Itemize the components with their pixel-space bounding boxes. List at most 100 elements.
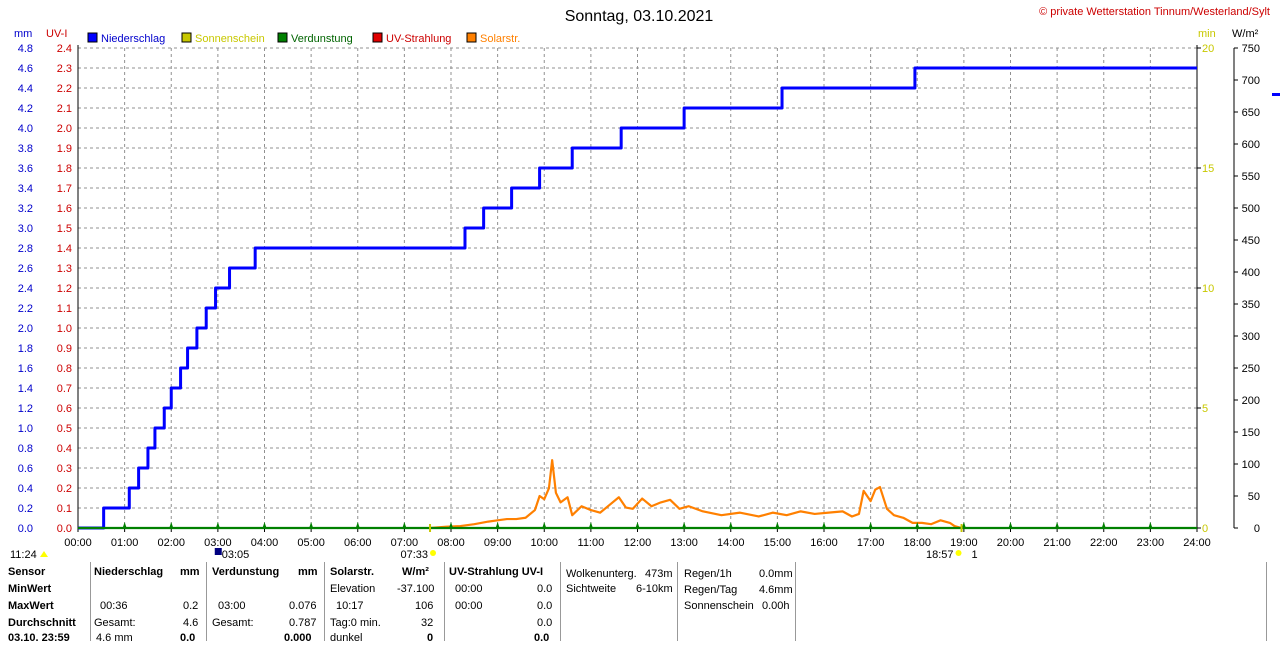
tick-label-min: 20 (1202, 43, 1214, 55)
tick-label-mm: 3.4 (18, 183, 33, 195)
tick-label-min: 5 (1202, 403, 1208, 415)
tick-label-wm2: 500 (1242, 203, 1260, 215)
tick-label-min: 15 (1202, 163, 1214, 175)
legend-swatch (277, 32, 288, 43)
tick-label-x: 13:00 (670, 537, 698, 549)
solar-elevation-label: Elevation (330, 583, 376, 595)
tick-label-mm: 0.2 (18, 503, 33, 515)
tick-label-x: 15:00 (764, 537, 792, 549)
legend-label: Solarstr. (480, 33, 520, 45)
verdunstung-marker (1148, 522, 1153, 528)
right-edge-indicator (1272, 93, 1280, 96)
tick-label-x: 10:00 (530, 537, 558, 549)
tick-label-uv: 2.1 (57, 103, 72, 115)
sicht-val: 6-10km (636, 583, 673, 595)
verdunstung-last-val: 0.000 (284, 632, 312, 644)
row-label-last: 03.10. 23:59 (8, 632, 70, 644)
tick-label-wm2: 100 (1242, 459, 1260, 471)
tick-label-x: 21:00 (1043, 537, 1071, 549)
uv-last-val: 0.0 (534, 632, 550, 644)
tick-label-uv: 2.4 (57, 43, 72, 55)
tick-label-wm2: 750 (1242, 43, 1260, 55)
axis-unit-mm: mm (14, 28, 32, 40)
tick-label-x: 17:00 (857, 537, 885, 549)
tick-label-min: 10 (1202, 283, 1214, 295)
tick-label-mm: 1.2 (18, 403, 33, 415)
tick-label-mm: 0.6 (18, 463, 33, 475)
tick-label-wm2: 50 (1248, 491, 1260, 503)
regen-1h-label: Regen/1h (684, 568, 732, 580)
daylength-icon (40, 551, 48, 557)
tick-label-x: 07:00 (391, 537, 419, 549)
tick-label-x: 16:00 (810, 537, 838, 549)
axis-unit-min: min (1198, 28, 1216, 40)
uv-min-val: 0.0 (537, 583, 553, 595)
sicht-label: Sichtweite (566, 583, 617, 595)
verdunstung-marker (402, 522, 407, 528)
separator (90, 562, 91, 641)
moon-extra-label: 1 (972, 549, 978, 561)
regen-tag-val: 4.6mm (759, 584, 793, 596)
tick-label-uv: 0.4 (57, 443, 72, 455)
verdunstung-marker (355, 522, 360, 528)
tick-label-min: 0 (1202, 523, 1208, 535)
legend-swatch (87, 32, 98, 43)
daylength-label: 11:24 (10, 549, 37, 561)
verdunstung-marker (775, 522, 780, 528)
verdunstung-max-time: 03:00 (218, 600, 246, 612)
legend-swatch (466, 32, 477, 43)
niederschlag-max-val: 0.2 (183, 600, 199, 612)
verdunstung-marker (728, 522, 733, 528)
axis-unit-wm2: W/m² (1232, 28, 1259, 40)
solar-dunkel-label: dunkel (330, 632, 363, 644)
tick-label-x: 09:00 (484, 537, 512, 549)
tick-label-uv: 0.9 (57, 343, 72, 355)
tick-label-x: 20:00 (997, 537, 1025, 549)
tick-label-mm: 0.0 (18, 523, 33, 535)
sunrise-label: 07:33 (400, 549, 428, 561)
solar-max-time: 10:17 (336, 600, 364, 612)
stats-panel: Sensor MinWert MaxWert Durchschnitt 03.1… (0, 562, 1280, 644)
series-niederschlag-line (78, 66, 1197, 530)
solar-unit: W/m² (402, 566, 429, 578)
verdunstung-marker (262, 522, 267, 528)
separator (444, 562, 445, 641)
tick-label-wm2: 550 (1242, 171, 1260, 183)
verdunstung-max-val: 0.076 (289, 600, 317, 612)
tick-label-wm2: 600 (1242, 139, 1260, 151)
tick-label-x: 06:00 (344, 537, 372, 549)
tick-label-uv: 0.7 (57, 383, 72, 395)
tick-label-x: 12:00 (624, 537, 652, 549)
sonnenschein-val: 0.00h (762, 600, 790, 612)
tick-label-wm2: 450 (1242, 235, 1260, 247)
verdunstung-marker (635, 522, 640, 528)
tick-label-mm: 2.8 (18, 243, 33, 255)
solar-max-val: 106 (415, 600, 434, 612)
tick-label-wm2: 300 (1242, 331, 1260, 343)
tick-label-uv: 0.1 (57, 503, 72, 515)
verdunstung-marker (542, 522, 547, 528)
verdunstung-marker (122, 522, 127, 528)
uv-max-val: 0.0 (537, 600, 553, 612)
niederschlag-gesamt-val: 4.6 (183, 617, 199, 629)
series-layer (78, 66, 1197, 530)
series-solarstr--line (429, 459, 962, 530)
tick-label-mm: 2.2 (18, 303, 33, 315)
tick-label-x: 24:00 (1183, 537, 1211, 549)
tick-label-wm2: 0 (1254, 523, 1260, 535)
tick-label-mm: 3.6 (18, 163, 33, 175)
tick-label-x: 23:00 (1137, 537, 1165, 549)
regen-1h-val: 0.0mm (759, 568, 793, 580)
tick-label-uv: 0.2 (57, 483, 72, 495)
tick-label-uv: 0.3 (57, 463, 72, 475)
verdunstung-marker (1101, 522, 1106, 528)
grid (78, 47, 1197, 528)
verdunstung-gesamt-val: 0.787 (289, 617, 317, 629)
tick-label-uv: 1.5 (57, 223, 72, 235)
sunrise-icon (430, 550, 437, 556)
sunset-icon (955, 550, 962, 556)
tick-label-mm: 1.4 (18, 383, 33, 395)
niederschlag-gesamt-label: Gesamt: (94, 617, 136, 629)
tick-label-uv: 1.2 (57, 283, 72, 295)
chart-title: Sonntag, 03.10.2021 (565, 8, 714, 25)
